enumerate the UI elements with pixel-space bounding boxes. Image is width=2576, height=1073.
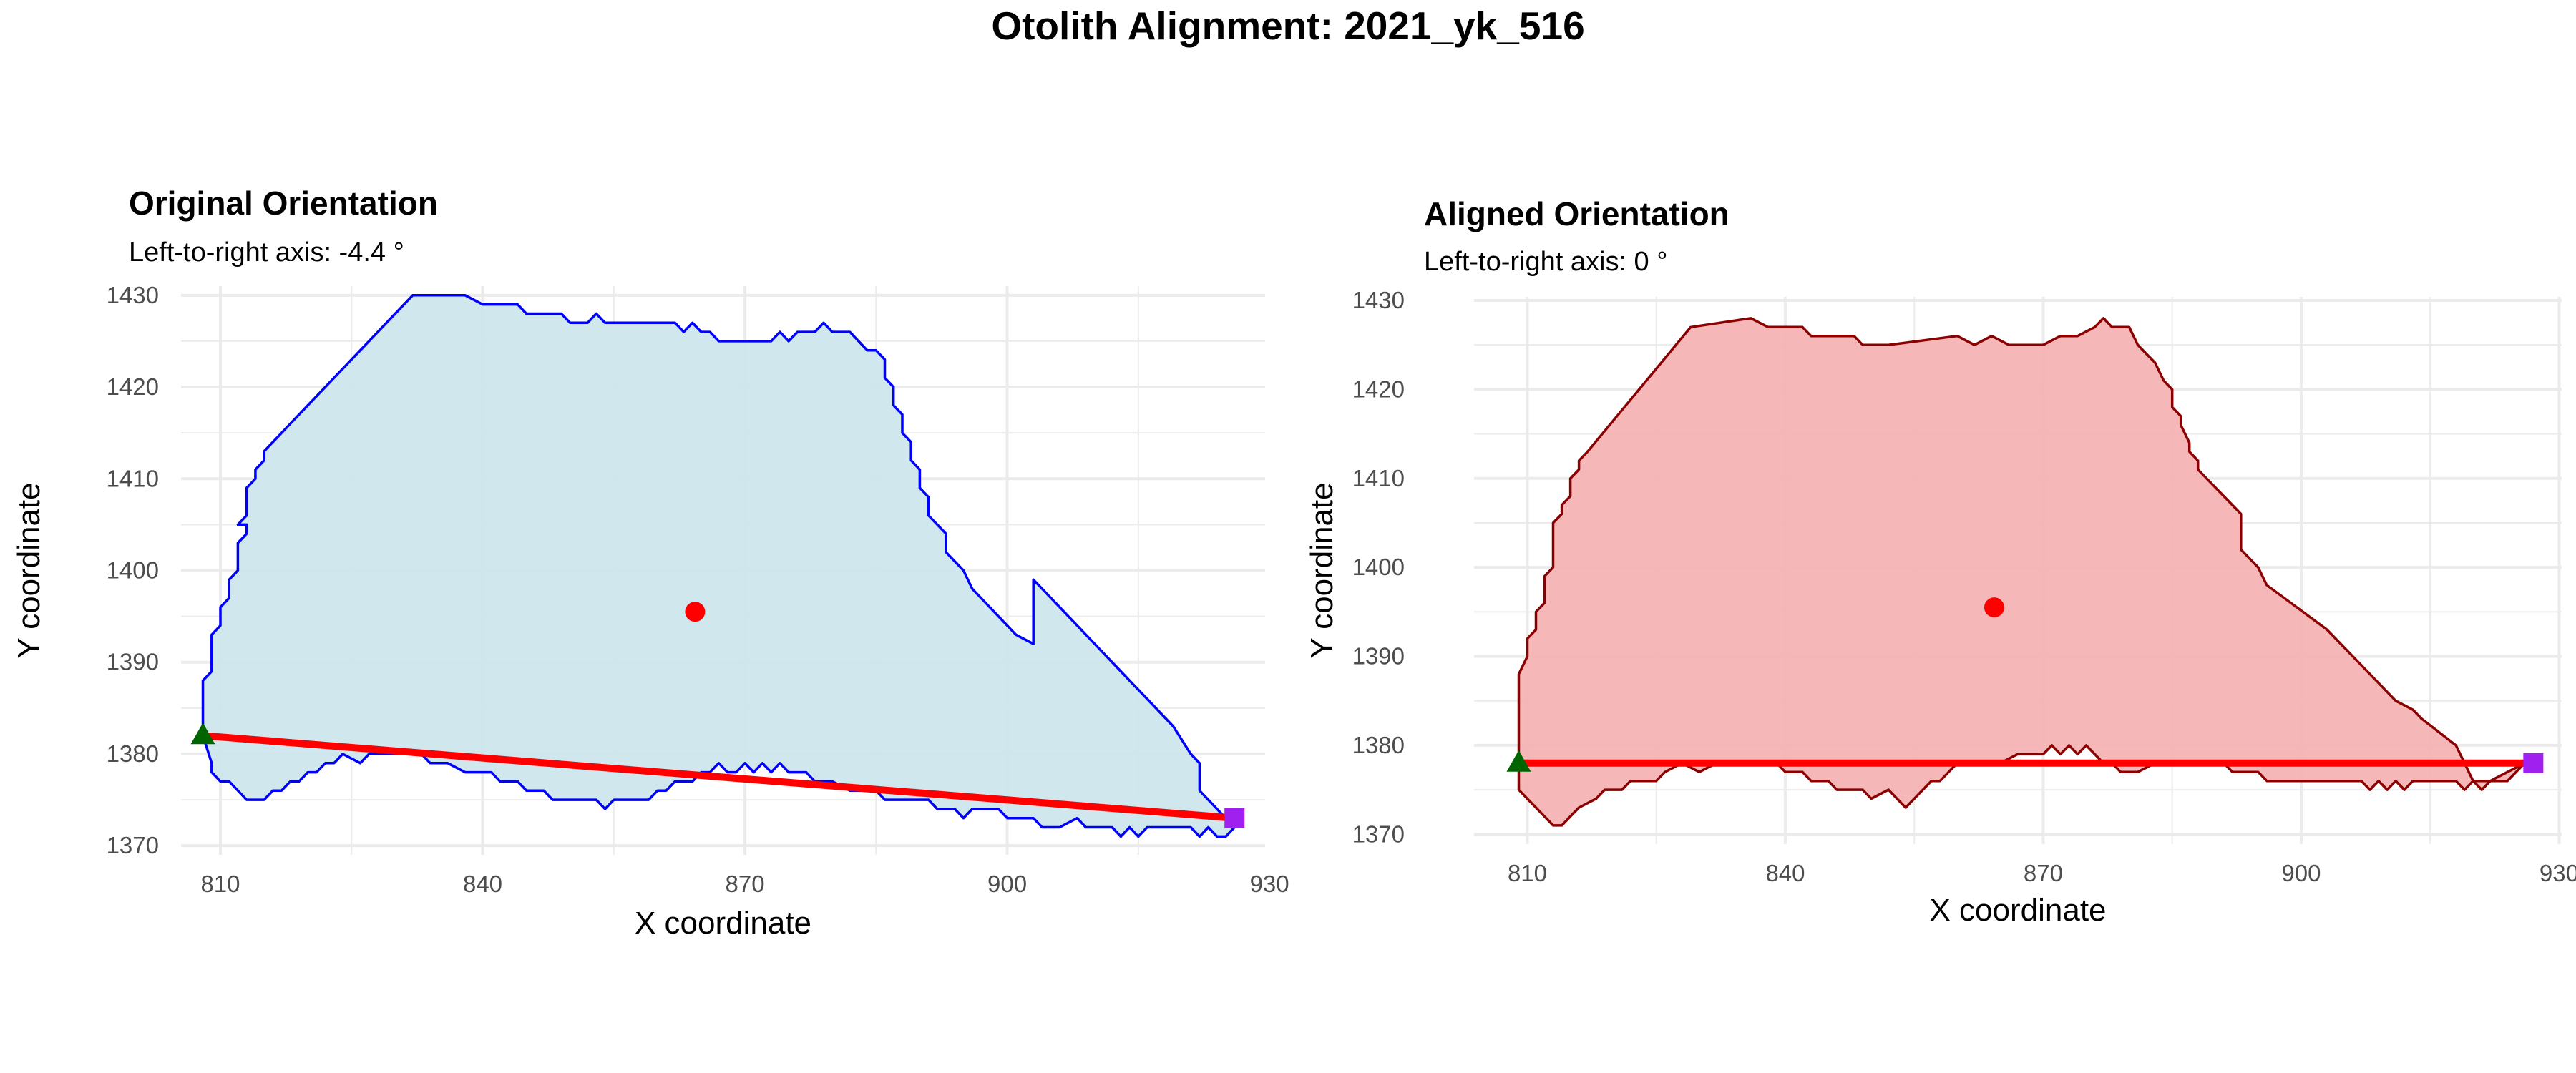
y-tick-label: 1370 [1352,820,1405,847]
x-tick-label: 930 [2540,860,2576,886]
y-tick-label: 1400 [107,557,159,584]
y-tick-label: 1370 [107,832,159,858]
aligned-otolith-outline [1517,317,2527,827]
original-right-point-marker [1224,808,1245,828]
y-tick-label: 1380 [1352,732,1405,758]
y-tick-label: 1380 [107,740,159,767]
original-x-axis-title: X coordinate [635,906,811,941]
original-otolith-outline [201,294,1236,838]
x-tick-label: 840 [463,871,502,897]
aligned-y-axis-title: Y coordinate [1304,482,1340,658]
original-panel: Original Orientation Left-to-right axis: … [11,185,1289,941]
x-tick-label: 900 [2281,860,2321,886]
original-centroid-point [685,602,706,622]
original-left-right-axis-line [203,732,1235,822]
aligned-left-point-marker [1506,750,1531,772]
x-tick-label: 840 [1765,860,1805,886]
x-tick-label: 930 [1250,871,1289,897]
x-tick-label: 810 [200,871,240,897]
original-panel-subtitle: Left-to-right axis: -4.4 ° [129,237,404,268]
y-tick-label: 1420 [1352,376,1405,402]
y-tick-label: 1410 [107,465,159,491]
aligned-panel-subtitle: Left-to-right axis: 0 ° [1424,247,1667,277]
y-tick-label: 1430 [107,282,159,308]
x-tick-label: 870 [726,871,765,897]
y-tick-label: 1400 [1352,554,1405,580]
original-y-axis-title: Y coordinate [11,482,47,658]
original-left-point-marker [190,722,215,745]
aligned-panel-title: Aligned Orientation [1424,195,1729,232]
y-tick-label: 1430 [1352,287,1405,313]
y-tick-label: 1390 [1352,643,1405,670]
original-panel-title: Original Orientation [129,185,438,222]
x-tick-label: 870 [2024,860,2063,886]
figure-title: Otolith Alignment: 2021_yk_516 [991,4,1584,48]
y-tick-label: 1390 [107,649,159,675]
panels: Original Orientation Left-to-right axis: … [11,185,2576,941]
y-tick-label: 1410 [1352,465,1405,491]
aligned-x-axis-title: X coordinate [1929,893,2106,928]
aligned-centroid-point [1984,597,2004,618]
y-tick-label: 1420 [107,373,159,400]
aligned-right-point-marker [2523,753,2544,773]
x-tick-label: 900 [987,871,1027,897]
x-tick-label: 810 [1508,860,1547,886]
aligned-panel: Aligned Orientation Left-to-right axis: 0… [1304,195,2576,928]
